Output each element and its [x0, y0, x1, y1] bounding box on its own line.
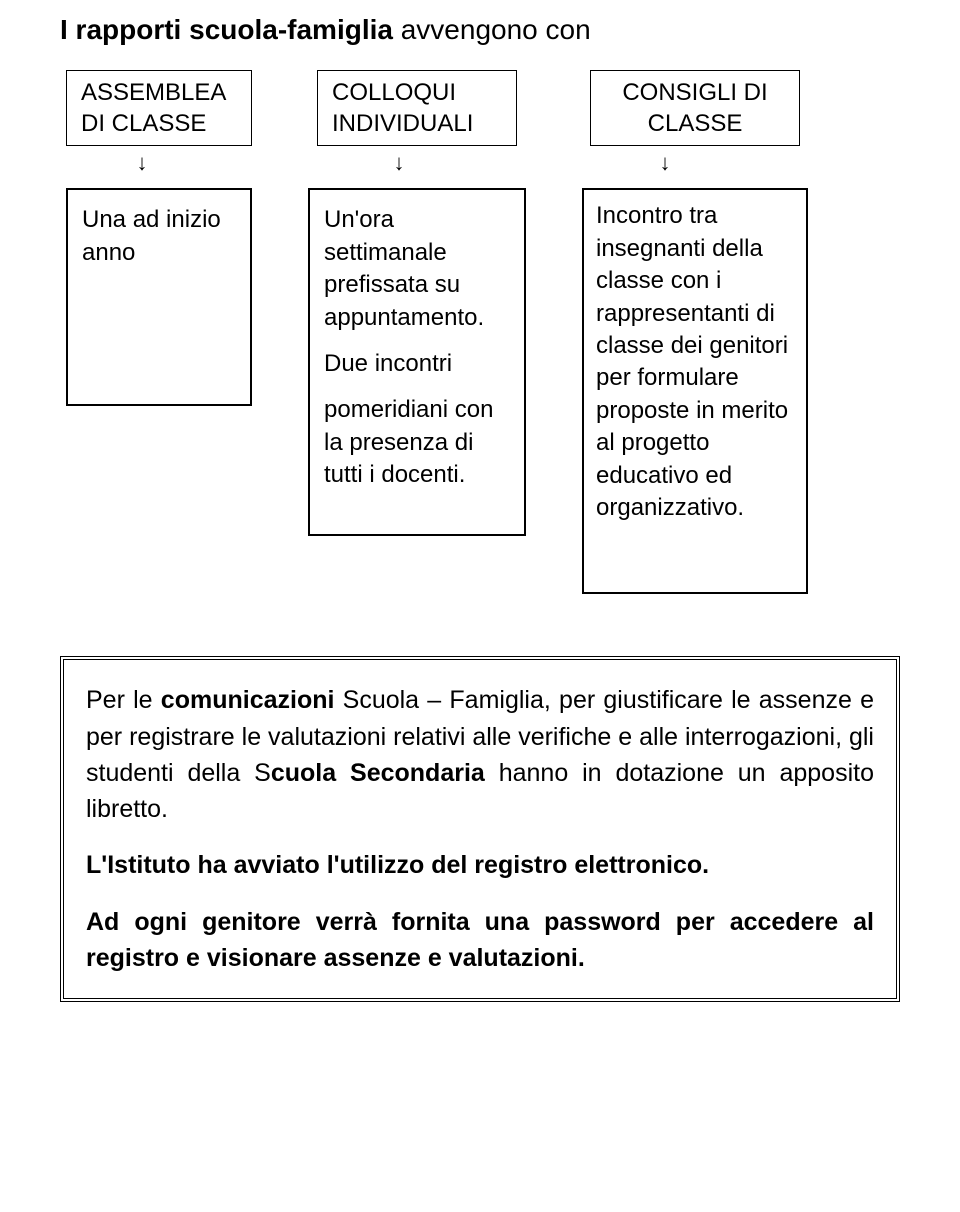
column-2: CONSIGLI DI CLASSE ↓ Incontro tra insegnan…	[582, 70, 808, 594]
page-heading: I rapporti scuola-famiglia avvengono con	[60, 14, 900, 46]
desc-box-0: Una ad inizio anno	[66, 188, 252, 406]
desc-text: pomeridiani con la presenza di tutti i d…	[324, 394, 510, 491]
columns-row: ASSEMBLEA DI CLASSE ↓ Una ad inizio anno CO…	[66, 70, 900, 594]
p1-a: Per le	[86, 686, 161, 714]
column-1: COLLOQUI INDIVIDUALI ↓ Un'ora settimanale …	[308, 70, 526, 536]
down-arrow-icon: ↓	[394, 152, 405, 174]
desc-box-1: Un'ora settimanale prefissata su appunta…	[308, 188, 526, 536]
desc-text: Incontro tra insegnanti della classe con…	[596, 200, 794, 524]
heading-plain: avvengono con	[393, 14, 591, 45]
top-box-0: ASSEMBLEA DI CLASSE	[66, 70, 252, 146]
p1-b: comunicazioni	[161, 686, 335, 714]
top-box-1: COLLOQUI INDIVIDUALI	[317, 70, 517, 146]
desc-text: Una ad inizio anno	[82, 204, 236, 269]
desc-box-2: Incontro tra insegnanti della classe con…	[582, 188, 808, 594]
framed-p3: Ad ogni genitore verrà fornita una passw…	[86, 904, 874, 977]
top-box-2: CONSIGLI DI CLASSE	[590, 70, 800, 146]
column-0: ASSEMBLEA DI CLASSE ↓ Una ad inizio anno	[66, 70, 252, 406]
down-arrow-icon: ↓	[137, 152, 148, 174]
heading-bold: I rapporti scuola-famiglia	[60, 14, 393, 45]
desc-text: Un'ora settimanale prefissata su appunta…	[324, 204, 510, 334]
framed-p2: L'Istituto ha avviato l'utilizzo del reg…	[86, 847, 874, 883]
framed-p1: Per le comunicazioni Scuola – Famiglia, …	[86, 682, 874, 827]
desc-text: Due incontri	[324, 348, 510, 380]
p1-d: cuola Secondaria	[271, 759, 485, 787]
document-page: I rapporti scuola-famiglia avvengono con…	[0, 0, 960, 1042]
framed-note: Per le comunicazioni Scuola – Famiglia, …	[60, 656, 900, 1002]
down-arrow-icon: ↓	[660, 152, 671, 174]
